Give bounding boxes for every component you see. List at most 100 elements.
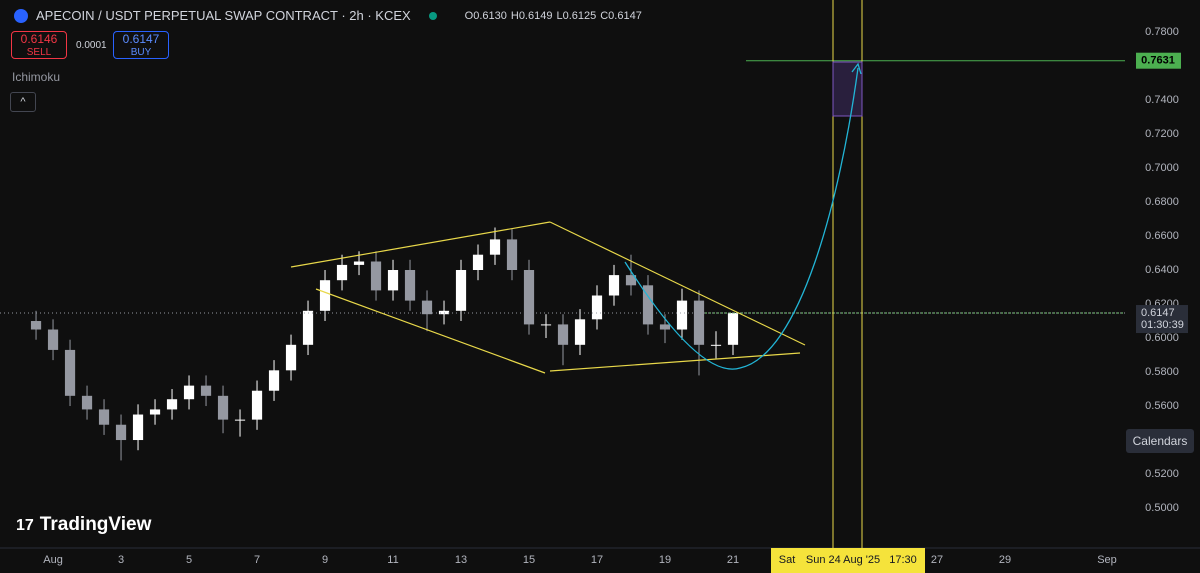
candle-body: [591, 295, 603, 320]
x-tick-label: 7: [254, 554, 260, 566]
candle-body: [336, 264, 348, 281]
price-label: 0.6147: [1141, 307, 1175, 319]
price-axis: [1125, 0, 1200, 573]
y-tick-label: 0.7200: [1145, 128, 1179, 140]
buy-price: 0.6147: [122, 32, 160, 46]
x-tick-label: Sep: [1097, 554, 1117, 566]
trend-line: [290, 221, 551, 268]
x-tick-label: 13: [455, 554, 467, 566]
y-tick-label: 0.6600: [1145, 230, 1179, 242]
candle-body: [183, 385, 195, 400]
x-tick-label: 17: [591, 554, 603, 566]
y-tick-label: 0.5200: [1145, 468, 1179, 480]
sell-button[interactable]: 0.6146 SELL: [11, 31, 67, 59]
candle-body: [489, 239, 501, 255]
y-tick-label: 0.5600: [1145, 400, 1179, 412]
logo: 17 TradingView: [16, 514, 151, 536]
candle-body: [81, 395, 93, 410]
sell-price: 0.6146: [20, 32, 58, 46]
candle-body: [387, 270, 399, 291]
candle-body: [574, 319, 586, 345]
price-tag: [1136, 305, 1188, 334]
market-status: [428, 11, 437, 20]
candle-body: [608, 275, 620, 296]
calendars-button[interactable]: Calendars: [1126, 429, 1194, 453]
candle-body: [421, 300, 433, 315]
x-tick-label: 21: [727, 554, 739, 566]
candle-body: [268, 370, 280, 391]
candle-body: [506, 239, 518, 271]
candle-body: [166, 399, 178, 410]
y-tick-label: 0.5000: [1145, 502, 1179, 514]
candle-body: [234, 419, 246, 421]
y-tick-label: 0.6400: [1145, 264, 1179, 276]
time-weekday: Sat: [779, 554, 796, 566]
candle-body: [693, 300, 705, 345]
candle-body: [676, 300, 688, 330]
ohlc-low: L0.6125: [556, 9, 597, 22]
x-tick-label: 29: [999, 554, 1011, 566]
target-tag: [1136, 52, 1181, 69]
candle-body: [149, 409, 161, 415]
ohlc-close: C0.6147: [600, 9, 642, 22]
candle-body: [472, 254, 484, 271]
logo-mark: 17: [16, 517, 34, 534]
sell-label: SELL: [26, 47, 52, 58]
x-tick-label: 5: [186, 554, 192, 566]
buy-label: BUY: [130, 47, 152, 58]
candle-body: [30, 321, 42, 330]
candle-body: [115, 424, 127, 441]
arrow-head: [851, 62, 862, 75]
candle-body: [710, 344, 722, 346]
candle-body: [98, 409, 110, 425]
x-tick-label: 27: [931, 554, 943, 566]
header: APECOIN / USDT PERPETUAL SWAP CONTRACT ·…: [14, 8, 642, 23]
time-clock: 17:30: [889, 554, 917, 566]
logo-text: TradingView: [39, 514, 152, 535]
symbol-icon: [14, 8, 28, 23]
candle-body: [217, 395, 229, 420]
trend-line: [549, 221, 806, 346]
y-tick-label: 0.6000: [1145, 332, 1179, 344]
candle-body: [370, 261, 382, 291]
indicator-name[interactable]: Ichimoku: [12, 70, 61, 84]
candle-body: [302, 310, 314, 345]
x-tick-label: Aug: [43, 554, 63, 566]
y-tick-label: 0.7400: [1145, 94, 1179, 106]
candle-body: [404, 270, 416, 301]
x-tick-label: 11: [387, 554, 398, 566]
candle-body: [251, 390, 263, 420]
target-label: 0.7631: [1141, 55, 1175, 67]
candle-body: [455, 270, 467, 311]
candle-body: [659, 324, 671, 330]
x-tick-label: 15: [523, 554, 535, 566]
candle-body: [47, 329, 59, 350]
projection-curve: [624, 67, 859, 370]
candle-body: [540, 324, 552, 326]
candle-body: [438, 310, 450, 315]
symbol-title[interactable]: APECOIN / USDT PERPETUAL SWAP CONTRACT ·…: [36, 8, 411, 23]
candle-body: [132, 414, 144, 441]
candle-body: [64, 349, 76, 396]
y-tick-label: 0.6800: [1145, 196, 1179, 208]
drawings: [290, 0, 863, 548]
buy-button[interactable]: 0.6147 BUY: [113, 31, 169, 59]
candle-body: [557, 324, 569, 345]
time-date: Sun 24 Aug '25: [806, 554, 880, 566]
candle-body: [319, 280, 331, 311]
x-tick-label: 9: [322, 554, 328, 566]
candle-body: [353, 261, 365, 265]
candle-body: [285, 344, 297, 371]
candle-body: [523, 270, 535, 325]
candle-body: [200, 385, 212, 396]
collapse-button[interactable]: ^: [10, 92, 36, 112]
candle-body: [727, 313, 739, 345]
x-tick-label: 3: [118, 554, 124, 566]
y-tick-label: 0.7000: [1145, 162, 1179, 174]
ohlc-open: O0.6130: [464, 9, 507, 22]
time-marker-bg: [771, 548, 925, 573]
ohlc-high: H0.6149: [510, 9, 553, 22]
candle-body: [625, 275, 637, 286]
